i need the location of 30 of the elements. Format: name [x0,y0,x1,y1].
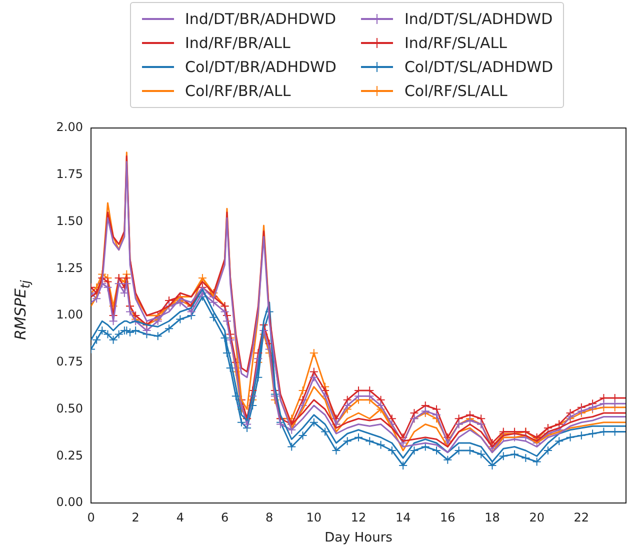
legend-label: Ind/DT/BR/ADHDWD [185,10,336,28]
y-tick-label: 0.50 [56,401,83,416]
y-tick-label: 1.50 [56,214,83,228]
x-tick-label: 20 [529,510,544,524]
y-tick-label: 2.00 [56,120,83,134]
x-tick-label: 6 [220,510,229,524]
x-tick-label: 4 [176,510,184,524]
legend-label: Col/RF/SL/ALL [404,82,508,100]
x-tick-label: 22 [574,510,590,524]
legend-label: Col/DT/SL/ADHDWD [404,58,554,76]
x-tick-label: 10 [306,510,322,524]
x-tick-label: 2 [132,510,140,524]
y-tick-label: 0.00 [56,495,83,510]
x-tick-label: 12 [350,510,366,524]
y-tick-label: 1.00 [56,308,83,322]
legend-label: Col/RF/BR/ALL [185,82,291,100]
y-tick-label: 0.25 [56,448,83,462]
x-tick-label: 18 [484,510,500,524]
x-axis-title: Day Hours [324,530,393,546]
x-tick-label: 16 [440,510,456,524]
x-tick-label: 8 [266,510,274,524]
y-tick-label: 0.75 [56,354,83,368]
x-tick-label: 14 [395,510,411,524]
x-tick-label: 0 [87,510,95,524]
y-tick-label: 1.75 [56,167,83,181]
legend-label: Ind/RF/BR/ALL [185,34,290,52]
legend-label: Col/DT/BR/ADHDWD [185,58,336,76]
y-tick-label: 1.25 [56,260,83,275]
legend-label: Ind/RF/SL/ALL [404,34,507,52]
legend-label: Ind/DT/SL/ADHDWD [404,10,553,28]
